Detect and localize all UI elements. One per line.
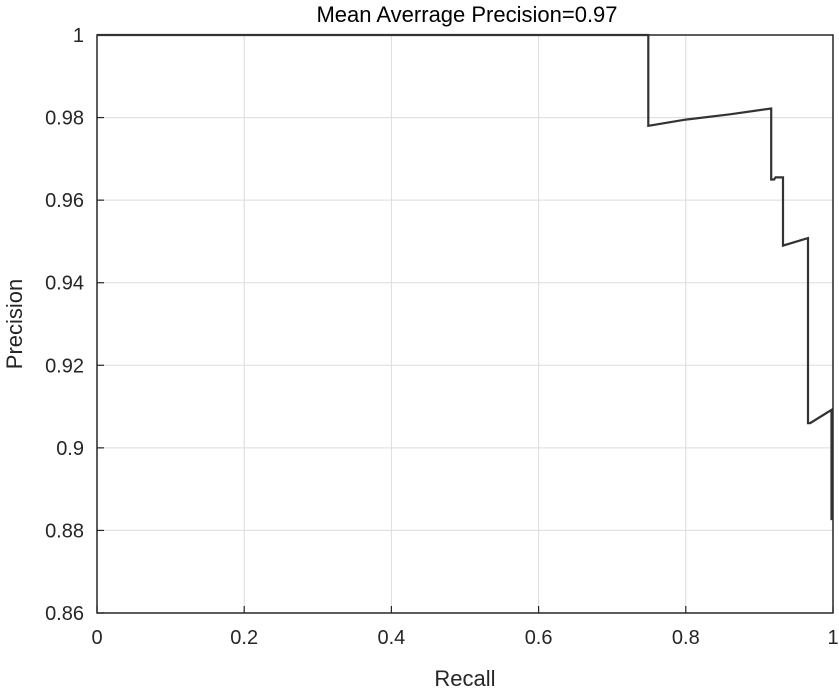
x-tick-label: 0.8 (672, 627, 700, 649)
y-tick-label: 0.86 (45, 603, 84, 625)
x-tick-label: 1 (827, 627, 838, 649)
x-tick-label: 0.4 (377, 627, 405, 649)
y-tick-label: 0.94 (45, 273, 84, 295)
series-group (97, 33, 833, 521)
precision-recall-line (97, 33, 833, 521)
y-axis-label: Precision (2, 279, 27, 369)
x-tick-label: 0 (91, 627, 102, 649)
x-tick-label: 0.6 (525, 627, 553, 649)
x-axis-ticks: 0 0.2 0.4 0.6 0.8 1 (91, 606, 839, 649)
grid (96, 34, 834, 614)
x-tick-label: 0.2 (230, 627, 258, 649)
chart-title: Mean Averrage Precision=0.97 (316, 2, 617, 27)
y-tick-label: 1 (73, 25, 84, 47)
y-tick-label: 0.96 (45, 190, 84, 212)
plot-area (96, 34, 834, 614)
y-tick-label: 0.9 (56, 438, 84, 460)
y-tick-label: 0.98 (45, 108, 84, 130)
y-tick-label: 0.92 (45, 355, 84, 377)
y-tick-label: 0.88 (45, 520, 84, 542)
y-axis-ticks: 0.86 0.88 0.9 0.92 0.94 0.96 0.98 1 (45, 25, 104, 625)
x-axis-label: Recall (434, 666, 495, 691)
